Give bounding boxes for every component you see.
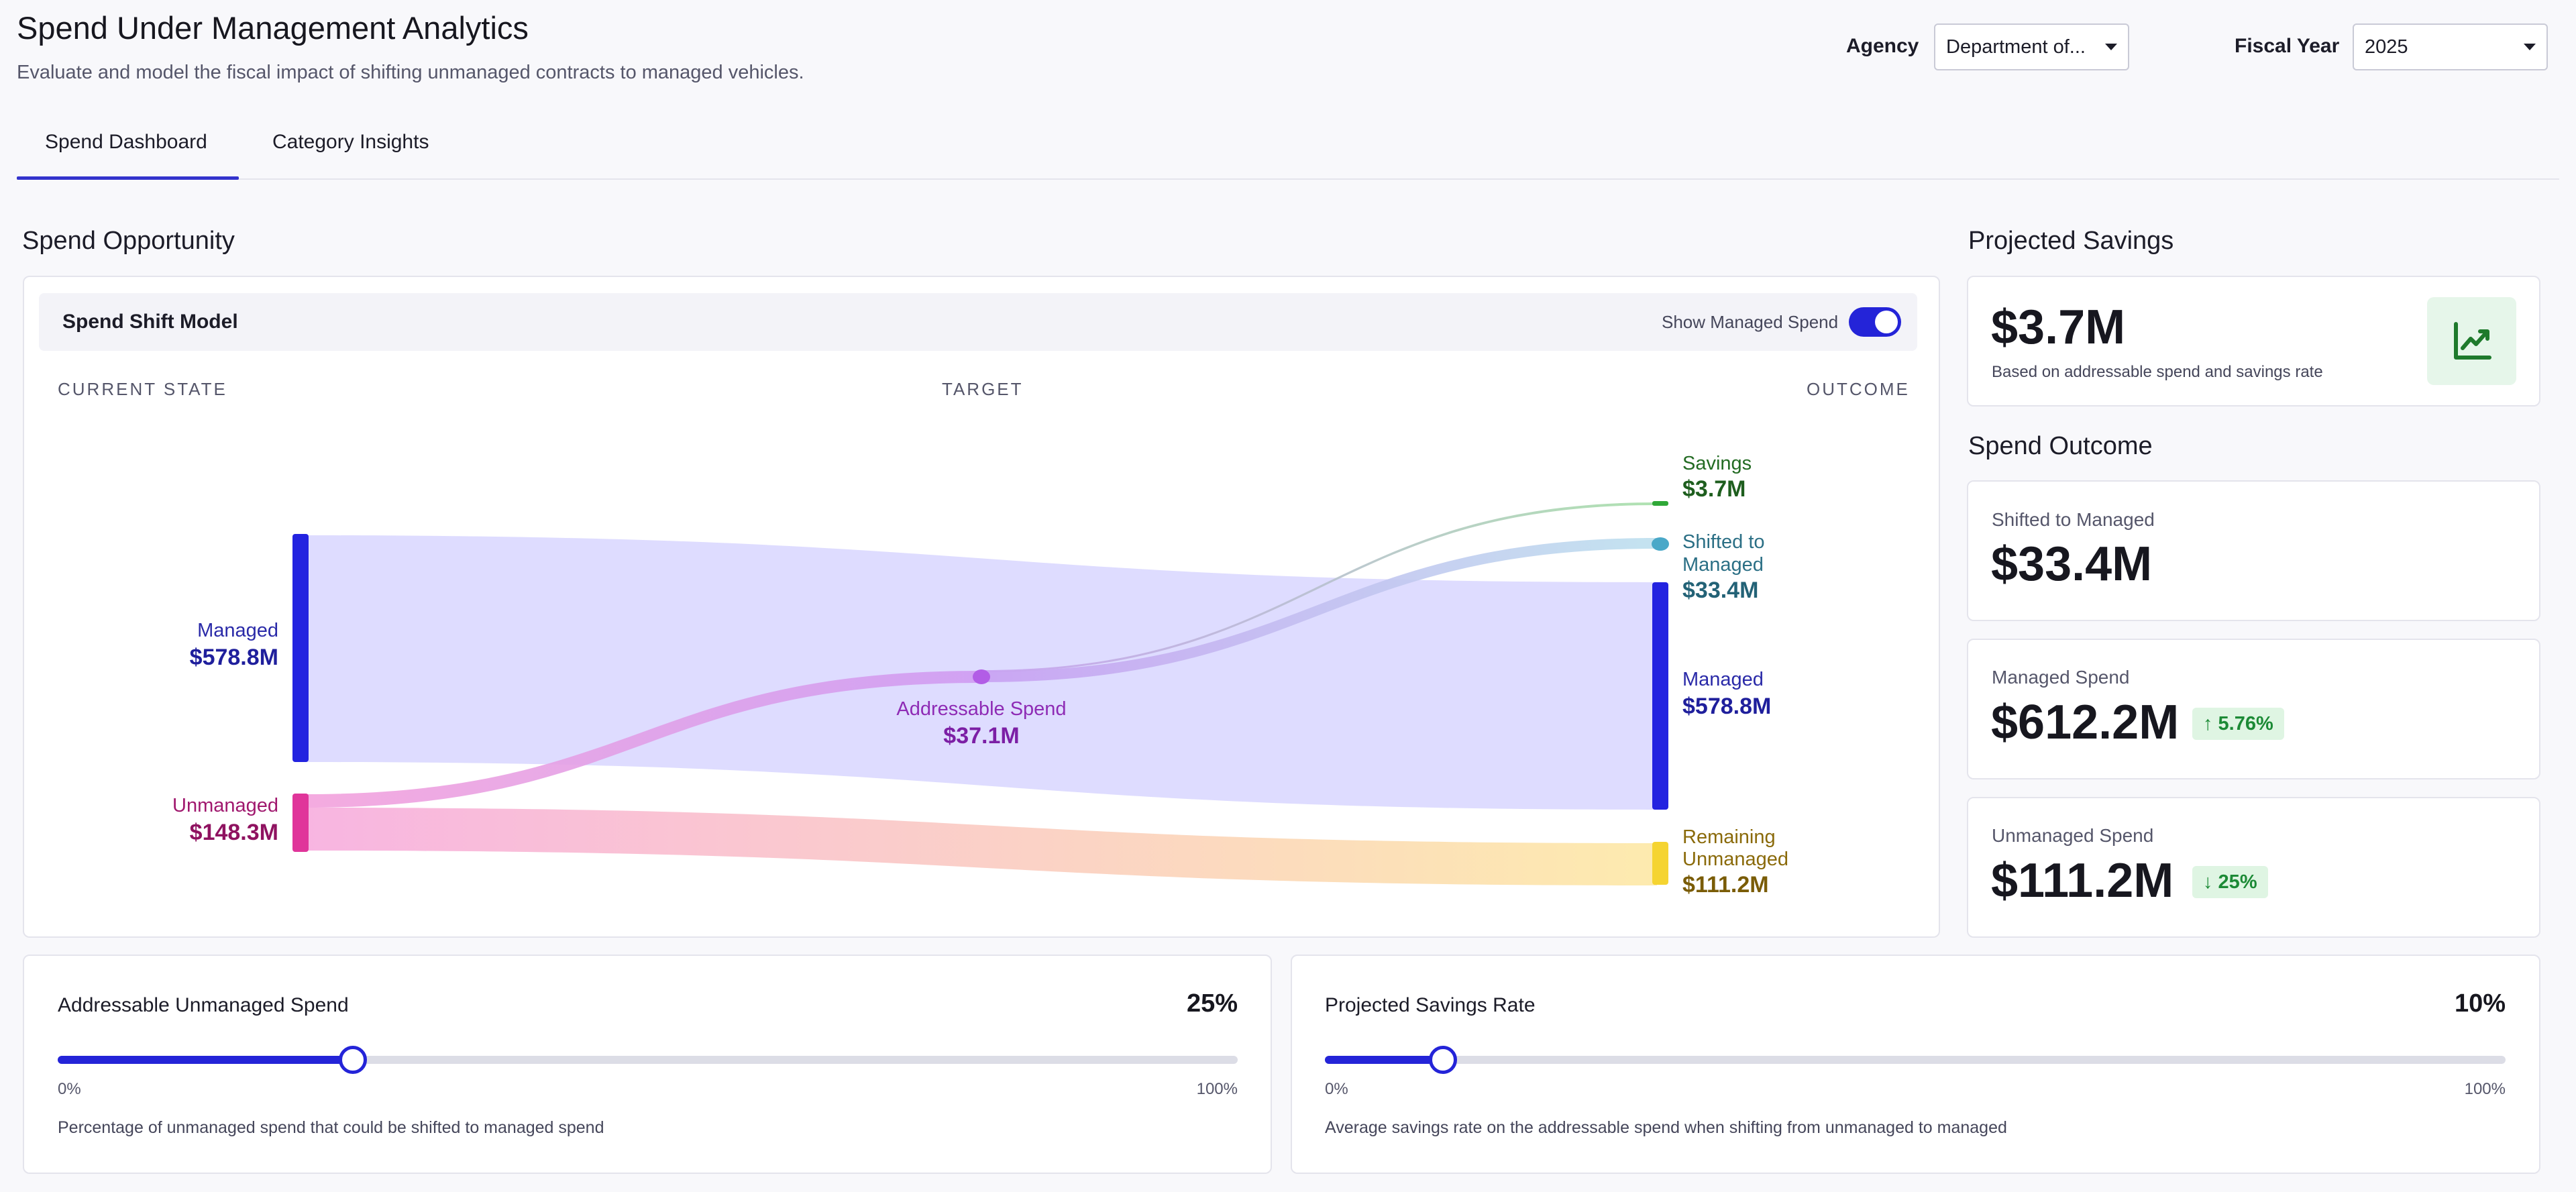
chevron-down-icon	[2524, 44, 2536, 50]
tab-category-insights[interactable]: Category Insights	[272, 131, 429, 153]
outcome-value: $111.2M	[1991, 854, 2174, 908]
node-managed-outcome	[1652, 582, 1668, 810]
slider-title: Projected Savings Rate	[1325, 994, 1536, 1016]
column-current-state: CURRENT STATE	[58, 379, 227, 399]
label-value: $578.8M	[1682, 694, 1772, 719]
node-remaining	[1652, 842, 1668, 885]
flow-unmanaged-to-addressable	[305, 671, 981, 808]
spend-shift-header	[39, 293, 1917, 351]
spend-outcome-title: Spend Outcome	[1968, 432, 2153, 460]
label-text-line1: Shifted to	[1682, 531, 1765, 553]
node-unmanaged-current	[292, 794, 309, 852]
trend-chart-icon	[2427, 297, 2516, 385]
addressable-slider-track[interactable]	[58, 1056, 1238, 1064]
agency-select-value: Department of...	[1946, 36, 2086, 58]
slider-value: 25%	[1186, 989, 1238, 1018]
slider-fill	[1325, 1056, 1443, 1064]
flow-unmanaged-to-remaining	[305, 808, 1657, 885]
projected-savings-title: Projected Savings	[1968, 227, 2174, 255]
label-managed-current: Managed $578.8M	[77, 620, 278, 671]
addressable-slider-card	[23, 955, 1272, 1174]
fiscal-year-select[interactable]: 2025	[2353, 23, 2548, 70]
label-value: $148.3M	[189, 820, 278, 845]
show-managed-spend-label: Show Managed Spend	[1662, 312, 1839, 332]
flow-addressable-to-shifted	[981, 538, 1657, 682]
label-remaining: Remaining Unmanaged $111.2M	[1682, 826, 1788, 898]
label-managed-outcome: Managed $578.8M	[1682, 669, 1771, 720]
toggle-knob	[1875, 311, 1898, 333]
node-managed-current	[292, 534, 309, 762]
show-managed-spend-toggle[interactable]	[1849, 307, 1901, 337]
tab-spend-dashboard[interactable]: Spend Dashboard	[45, 131, 207, 153]
outcome-card-shifted	[1967, 480, 2540, 621]
label-unmanaged-current: Unmanaged $148.3M	[77, 795, 278, 846]
label-text: Unmanaged	[172, 795, 278, 816]
node-savings	[1652, 501, 1668, 506]
savings-rate-slider-card	[1291, 955, 2540, 1174]
increase-badge: ↑ 5.76%	[2192, 708, 2284, 740]
slider-description: Average savings rate on the addressable …	[1325, 1118, 2007, 1137]
outcome-label: Shifted to Managed	[1992, 509, 2155, 530]
savings-rate-slider-thumb[interactable]	[1429, 1046, 1457, 1074]
active-tab-indicator	[17, 176, 239, 180]
fiscal-year-select-value: 2025	[2365, 36, 2408, 58]
label-text: Addressable Spend	[896, 698, 1067, 720]
spend-shift-title: Spend Shift Model	[62, 311, 238, 333]
slider-title: Addressable Unmanaged Spend	[58, 994, 349, 1016]
flow-addressable-to-savings	[981, 502, 1657, 672]
outcome-label: Managed Spend	[1992, 667, 2130, 688]
savings-rate-slider-track[interactable]	[1325, 1056, 2506, 1064]
slider-value: 10%	[2454, 989, 2506, 1018]
spend-opportunity-title: Spend Opportunity	[22, 227, 235, 255]
slider-max-label: 100%	[2464, 1080, 2506, 1098]
label-value: $33.4M	[1682, 578, 1759, 603]
label-addressable: Addressable Spend $37.1M	[847, 698, 1116, 749]
slider-min-label: 0%	[58, 1080, 81, 1098]
label-text-line1: Remaining	[1682, 826, 1776, 848]
slider-fill	[58, 1056, 353, 1064]
agency-select[interactable]: Department of...	[1934, 23, 2129, 70]
label-savings: Savings $3.7M	[1682, 453, 1752, 502]
label-text: Managed	[1682, 669, 1764, 690]
slider-description: Percentage of unmanaged spend that could…	[58, 1118, 604, 1137]
column-outcome: OUTCOME	[1807, 379, 1910, 399]
outcome-label: Unmanaged Spend	[1992, 825, 2154, 846]
slider-max-label: 100%	[1196, 1080, 1238, 1098]
label-value: $578.8M	[189, 645, 278, 670]
tabs-divider	[17, 178, 2559, 180]
chevron-down-icon	[2105, 44, 2117, 50]
label-text-line2: Unmanaged	[1682, 849, 1788, 870]
label-shifted: Shifted to Managed $33.4M	[1682, 531, 1765, 604]
slider-min-label: 0%	[1325, 1080, 1348, 1098]
column-target: TARGET	[942, 379, 1024, 399]
node-shifted	[1652, 537, 1669, 551]
label-text: Managed	[197, 620, 278, 641]
label-text-line2: Managed	[1682, 554, 1764, 576]
label-value: $37.1M	[943, 723, 1020, 749]
node-addressable	[973, 669, 990, 684]
label-value: $3.7M	[1682, 476, 1746, 502]
page-subtitle: Evaluate and model the fiscal impact of …	[17, 62, 804, 83]
projected-savings-value: $3.7M	[1991, 301, 2126, 354]
fiscal-year-label: Fiscal Year	[2235, 35, 2340, 57]
page-title: Spend Under Management Analytics	[17, 10, 529, 46]
label-text: Savings	[1682, 453, 1752, 474]
outcome-value: $612.2M	[1991, 696, 2180, 749]
label-value: $111.2M	[1682, 872, 1769, 898]
addressable-slider-thumb[interactable]	[338, 1046, 367, 1074]
outcome-value: $33.4M	[1991, 537, 2153, 591]
decrease-badge: ↓ 25%	[2192, 866, 2268, 898]
agency-label: Agency	[1846, 35, 1919, 57]
projected-savings-caption: Based on addressable spend and savings r…	[1992, 363, 2323, 381]
